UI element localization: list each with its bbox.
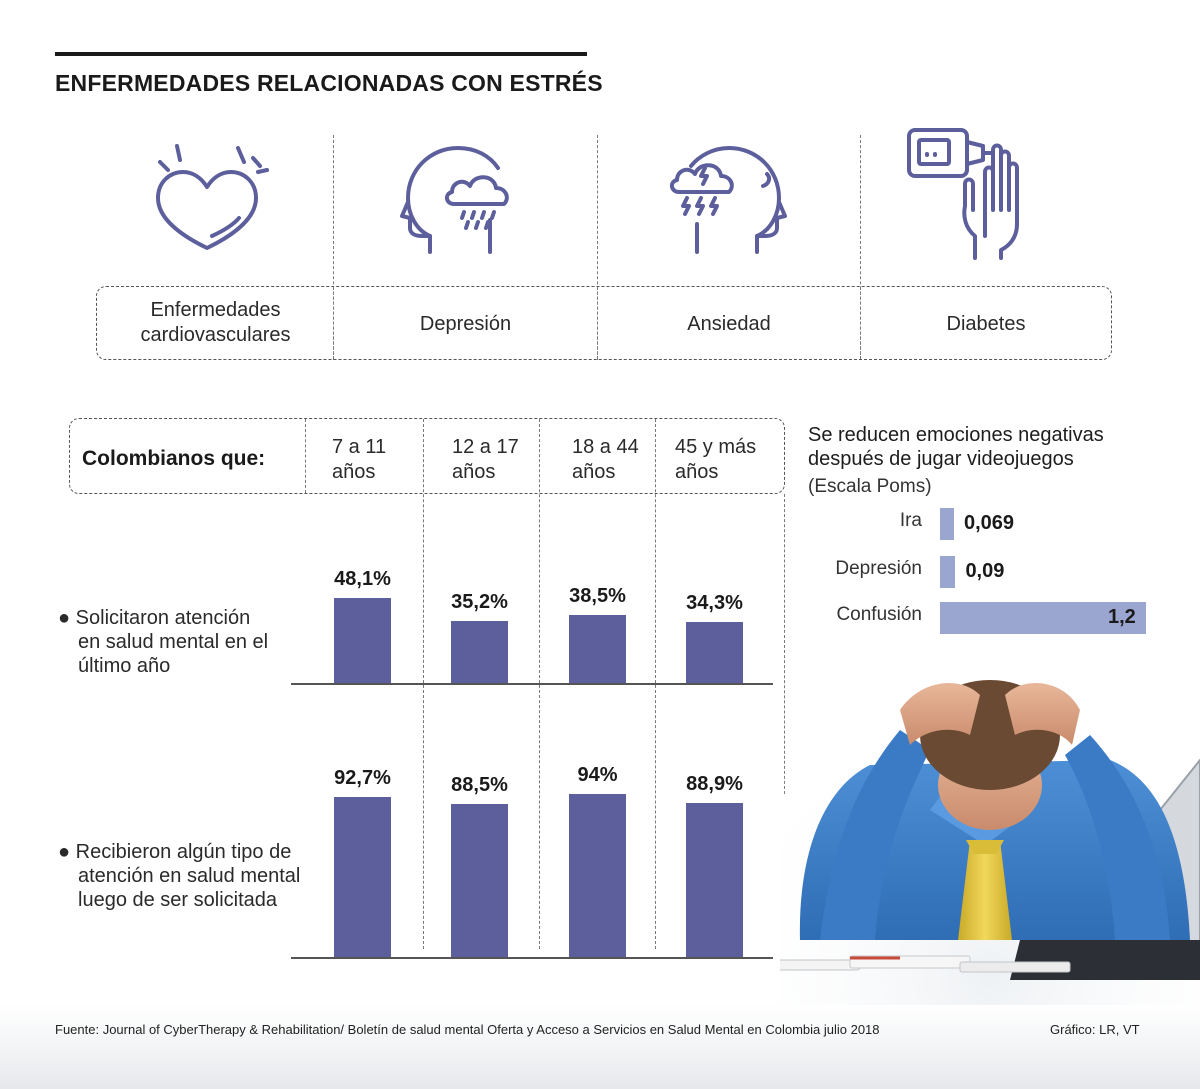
disease-label-diabetes: Diabetes: [946, 313, 1026, 335]
bar: [569, 794, 626, 957]
bar-value-label: 34,3%: [686, 592, 743, 615]
row-label-solicitaron: ● Solicitaron atención en salud mental e…: [58, 606, 268, 678]
row-label-line: Recibieron algún tipo de: [75, 841, 292, 863]
bar-value-label: 35,2%: [451, 590, 508, 613]
bar-value-label: 92,7%: [334, 766, 391, 789]
column-divider: [305, 419, 306, 493]
bar-value-label: 94%: [577, 764, 618, 787]
label-divider: [333, 287, 334, 359]
videogame-bar: [940, 602, 1146, 634]
footer-background: [0, 1005, 1200, 1089]
bar: [686, 803, 743, 957]
bar: [451, 620, 508, 683]
label-divider: [860, 287, 861, 359]
disease-label-depresion: Depresión: [419, 313, 512, 335]
row-label-line: luego de ser solicitada: [78, 889, 278, 911]
bullet: ●: [58, 841, 71, 863]
row-label-line: atención en salud mental: [78, 865, 301, 887]
row-label-line: en salud mental en el: [78, 631, 269, 653]
disease-label-line: Enfermedades: [150, 299, 281, 321]
age-group-line: años: [332, 461, 376, 483]
disease-label-cardiovascular: Enfermedades cardiovasculares: [98, 298, 333, 348]
videogame-category-label: Ira: [899, 510, 922, 531]
age-group-line: 45 y más: [675, 436, 757, 458]
bar: [569, 614, 626, 683]
row-label-recibieron: ● Recibieron algún tipo de atención en s…: [58, 840, 300, 912]
bar-value-label: 88,9%: [686, 773, 743, 796]
age-group-header: 12 a 17 años: [452, 435, 519, 485]
head-storm-cloud-icon: [665, 140, 790, 260]
videogame-value-label: 1,2: [1108, 606, 1136, 628]
videogame-bar: [940, 508, 954, 540]
row-label-line: Solicitaron atención: [75, 607, 251, 629]
age-group-line: años: [675, 461, 719, 483]
age-group-line: años: [572, 461, 616, 483]
bar: [334, 597, 391, 683]
videogame-bar: [940, 556, 956, 588]
disease-label-ansiedad: Ansiedad: [687, 313, 771, 335]
videogame-title-line: Se reducen emociones negativas: [808, 424, 1104, 446]
age-group-line: años: [452, 461, 496, 483]
age-group-line: 18 a 44: [572, 436, 639, 458]
icon-divider: [597, 135, 598, 360]
baseline: [291, 957, 773, 959]
videogame-category-label: Depresión: [835, 558, 922, 579]
videogame-title-line: después de jugar videojuegos: [808, 448, 1074, 470]
age-header-box: [69, 418, 785, 494]
row-label-line: último año: [78, 655, 171, 677]
bar-value-label: 48,1%: [334, 567, 391, 590]
disease-label-box: [96, 286, 1112, 360]
videogame-value-label: 0,09: [965, 560, 1005, 582]
videogame-chart-title: Se reducen emociones negativas después d…: [808, 423, 1104, 471]
icon-divider: [860, 135, 861, 360]
label-divider: [597, 287, 598, 359]
videogame-category-label: Confusión: [836, 604, 922, 625]
disease-label-line: cardiovasculares: [140, 324, 291, 346]
videogame-chart-subtitle: (Escala Poms): [808, 476, 932, 497]
age-group-line: 12 a 17: [452, 436, 519, 458]
age-group-line: 7 a 11: [332, 436, 387, 458]
age-group-header: 45 y más años: [675, 435, 756, 485]
bullet: ●: [58, 607, 71, 629]
title-rule: [55, 52, 587, 56]
bar: [334, 796, 391, 957]
footer-source: Fuente: Journal of CyberTherapy & Rehabi…: [55, 1022, 880, 1037]
stressed-man-illustration: [769, 640, 1200, 1060]
bar: [686, 622, 743, 683]
footer-credit: Gráfico: LR, VT: [1050, 1022, 1140, 1037]
videogame-value-label: 0,069: [964, 512, 1015, 534]
baseline: [291, 683, 773, 685]
icon-divider: [333, 135, 334, 360]
row-header: Colombianos que:: [82, 447, 266, 470]
age-group-header: 18 a 44 años: [572, 435, 639, 485]
bar: [451, 803, 508, 957]
age-group-header: 7 a 11 años: [332, 435, 386, 485]
bar-value-label: 88,5%: [451, 773, 508, 796]
head-rain-cloud-icon: [400, 140, 525, 260]
bar-value-label: 38,5%: [569, 584, 626, 607]
page-title: ENFERMEDADES RELACIONADAS CON ESTRÉS: [55, 70, 603, 96]
heart-icon: [140, 140, 275, 260]
glucometer-hand-icon: [905, 124, 1045, 264]
